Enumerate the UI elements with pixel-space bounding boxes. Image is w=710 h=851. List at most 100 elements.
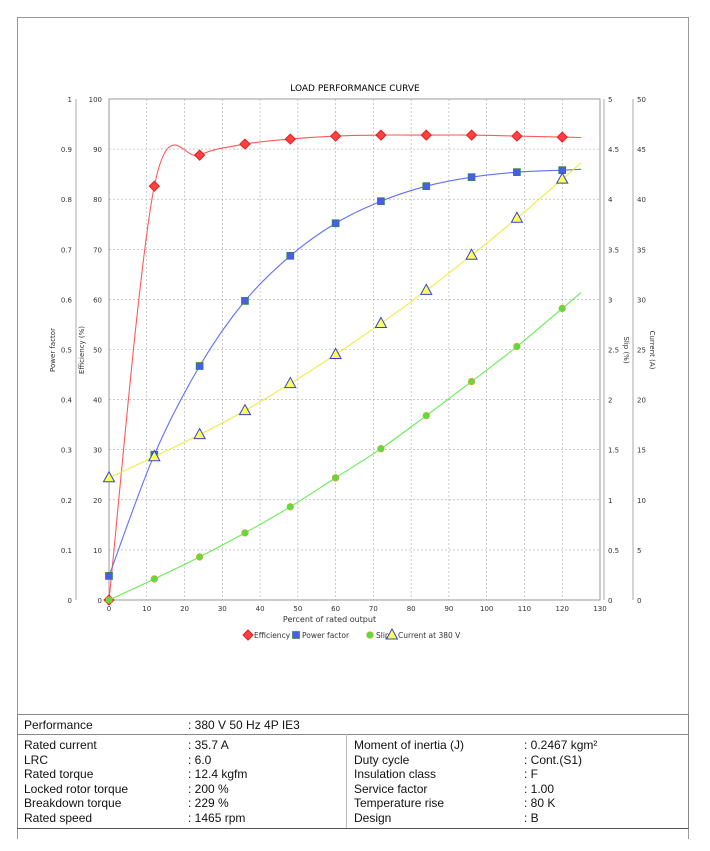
spec-value: : Cont.(S1) [524,752,583,767]
slip-point [422,411,430,420]
slip-tick-label: 1.5 [608,447,619,455]
current-at-380-v-point [555,172,569,184]
legend-slip-marker [366,631,374,639]
slip-point [377,445,385,453]
power-factor-axis-label: Power factor [49,328,57,372]
slip-axis-label: Slip (%) [622,336,630,363]
power-factor-tick-label: 0.6 [61,296,73,304]
legend-slip-label: Slip [376,631,390,640]
current-tick-label: 5 [637,547,641,555]
current-tick-label: 20 [637,397,646,405]
power-factor-point [377,197,385,206]
current-tick-label: 50 [637,96,646,104]
x-tick-label: 30 [218,605,227,613]
slip-point [467,377,476,386]
slip-tick-label: 4 [608,196,613,204]
power-factor-point [331,219,340,228]
x-tick-label: 50 [293,605,302,613]
current-at-380-v-point [374,316,388,328]
spec-value: : 6.0 [188,752,212,767]
x-tick-label: 40 [256,605,265,613]
efficiency-point [148,180,161,192]
efficiency-tick-label: 90 [93,146,102,154]
current-at-380-v-point [147,449,161,462]
efficiency-tick-label: 60 [93,296,102,304]
spec-value: : 80 K [524,796,556,810]
slip-tick-label: 3 [608,296,612,304]
power-factor-point [195,362,204,370]
efficiency-point [420,129,432,141]
spec-value: : 200 % [188,781,229,796]
efficiency-point [193,149,206,161]
x-axis-label: Percent of rated output [283,615,376,624]
power-factor-tick-label: 0.3 [61,447,72,455]
current-at-380-v-point [193,427,206,440]
efficiency-point [284,133,296,145]
current-at-380-v-point [465,248,478,260]
efficiency-tick-label: 10 [93,547,102,555]
spec-label: LRC [24,752,49,767]
current-tick-label: 45 [637,146,646,154]
current-at-380-v-point [238,403,252,416]
efficiency-tick-label: 20 [93,497,102,505]
slip-tick-label: 2 [608,397,612,405]
power-factor-tick-label: 0.8 [61,196,72,204]
current-tick-label: 40 [637,196,646,204]
x-tick-label: 60 [331,605,340,613]
efficiency-tick-label: 40 [93,397,102,405]
slip-point [150,575,158,583]
legend-current-at-380-v-label: Current at 380 V [398,631,461,640]
slip-tick-label: 4.5 [608,146,619,154]
slip-line [108,292,582,601]
slip-tick-label: 3.5 [608,246,619,254]
current-at-380-v-point [329,347,342,360]
spec-table: Performance : 380 V 50 Hz 4P IE3 Rated c… [17,714,689,829]
spec-value: : 0.2467 kgm² [524,738,598,752]
chart-title: LOAD PERFORMANCE CURVE [290,84,420,94]
spec-label: Moment of inertia (J) [354,738,465,752]
efficiency-tick-label: 0 [98,597,102,605]
spec-value: : 229 % [188,796,229,810]
efficiency-tick-label: 50 [93,347,102,355]
efficiency-axis-label: Efficiency (%) [78,326,86,374]
slip-point [558,304,566,313]
performance-label: Performance [24,718,93,732]
power-factor-tick-label: 0.5 [61,347,72,355]
slip-point [195,553,204,561]
current-tick-label: 35 [637,246,646,254]
legend-power-factor-marker [292,631,300,639]
slip-point [513,342,521,351]
slip-point [331,474,340,482]
efficiency-tick-label: 70 [93,246,102,254]
efficiency-point [556,131,568,143]
slip-tick-label: 5 [608,96,612,104]
power-factor-tick-label: 0.4 [61,397,73,405]
power-factor-point [105,572,113,580]
spec-label: Duty cycle [354,752,410,767]
spec-row: Breakdown torque: 229 % Temperature rise:… [18,796,688,811]
spec-value: : B [524,810,539,825]
spec-value: : 1.00 [524,781,555,796]
power-factor-tick-label: 1 [68,96,72,104]
legend-efficiency-label: Efficiency [254,631,291,640]
slip-point [286,503,294,511]
spec-row: Rated torque: 12.4 kgfm Insulation class:… [18,767,688,782]
spec-label: Temperature rise [354,796,445,810]
x-tick-label: 130 [593,605,606,613]
current-tick-label: 10 [637,497,646,505]
spec-row: Locked rotor torque: 200 % Service factor… [18,782,688,797]
spec-value: : F [524,767,538,781]
spec-row: Rated speed: 1465 rpm Design: B [18,811,688,826]
efficiency-tick-label: 30 [93,447,102,455]
spec-value: : 1465 rpm [188,810,246,825]
spec-label: Rated speed [24,810,93,825]
spec-row: Rated current: 35.7 A Moment of inertia (… [18,738,688,753]
x-tick-label: 10 [142,605,151,613]
spec-label: Locked rotor torque [24,781,129,796]
efficiency-point [465,129,478,141]
x-tick-label: 120 [556,605,569,613]
power-factor-point [286,251,295,260]
legend-efficiency-marker [242,629,254,641]
performance-value: : 380 V 50 Hz 4P IE3 [188,718,300,732]
